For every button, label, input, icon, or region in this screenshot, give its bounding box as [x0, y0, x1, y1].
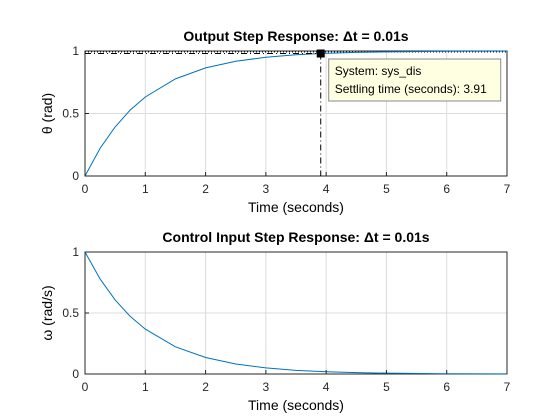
chart-panel-2: 0 1 2 3 4 5 6 7 0 0.5 1 Control Input Step Response… — [39, 229, 511, 413]
x-tick-label: 6 — [443, 182, 450, 196]
datatip-settling-text: Settling time (seconds): 3.91 — [335, 82, 487, 96]
settling-time-marker[interactable] — [316, 49, 325, 58]
x-tick-label: 0 — [82, 380, 89, 394]
x-tick-label: 6 — [443, 380, 450, 394]
y-tick-label: 0.5 — [62, 306, 79, 320]
y-tick-label: 1 — [72, 44, 79, 58]
datatip[interactable]: System: sys_dis Settling time (seconds): … — [328, 58, 502, 102]
x-tick-label: 5 — [383, 380, 390, 394]
x-axis-label: Time (seconds) — [248, 199, 344, 215]
chart-title: Control Input Step Response: Δt = 0.01s — [162, 229, 429, 245]
x-tick-label: 3 — [263, 182, 270, 196]
x-tick-label: 1 — [142, 182, 149, 196]
x-tick-label: 5 — [383, 182, 390, 196]
y-tick-label: 0 — [72, 367, 79, 381]
x-tick-label: 7 — [504, 182, 511, 196]
series-line-1 — [84, 50, 508, 177]
datatip-box — [328, 58, 502, 102]
x-axis-label: Time (seconds) — [248, 397, 344, 413]
x-tick-label: 2 — [202, 182, 209, 196]
y-axis-label: ω (rad/s) — [39, 285, 55, 340]
x-tick-label: 4 — [323, 380, 330, 394]
x-tick-label: 2 — [202, 380, 209, 394]
series-line-1 — [84, 251, 508, 375]
y-tick-label: 1 — [72, 245, 79, 259]
chart-panel-1: 0 1 2 3 4 5 6 7 0 0.5 1 Output Step Response: Δt = … — [39, 28, 511, 215]
y-axis-label: θ (rad) — [39, 93, 55, 134]
x-tick-label: 3 — [263, 380, 270, 394]
x-tick-label: 7 — [504, 380, 511, 394]
datatip-system-text: System: sys_dis — [335, 64, 422, 78]
chart-title: Output Step Response: Δt = 0.01s — [183, 28, 408, 44]
x-tick-label: 0 — [82, 182, 89, 196]
y-tick-label: 0 — [72, 169, 79, 183]
x-tick-label: 4 — [323, 182, 330, 196]
x-tick-label: 1 — [142, 380, 149, 394]
y-tick-label: 0.5 — [62, 107, 79, 121]
